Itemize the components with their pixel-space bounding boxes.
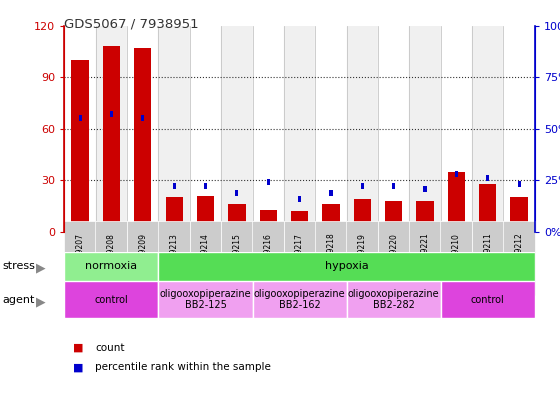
Bar	[235, 190, 239, 196]
Bar	[204, 184, 207, 189]
Text: hypoxia: hypoxia	[325, 261, 368, 271]
Text: GSM1169208: GSM1169208	[107, 233, 116, 284]
Text: GSM1169210: GSM1169210	[452, 233, 461, 284]
Text: GSM1169217: GSM1169217	[295, 233, 304, 284]
Text: GSM1169219: GSM1169219	[358, 233, 367, 284]
Bar	[298, 196, 301, 202]
Bar	[441, 26, 472, 232]
Bar	[315, 26, 347, 232]
Bar	[158, 281, 253, 318]
Bar	[110, 111, 113, 117]
Text: oligooxopiperazine
BB2-282: oligooxopiperazine BB2-282	[348, 289, 440, 310]
Bar	[134, 48, 151, 232]
Bar	[323, 204, 339, 232]
Bar	[448, 172, 465, 232]
Bar	[72, 60, 88, 232]
Bar	[409, 26, 441, 232]
Bar	[78, 116, 82, 121]
Bar	[423, 185, 427, 191]
Bar	[103, 46, 120, 232]
Bar	[96, 26, 127, 232]
Bar	[479, 184, 496, 232]
Bar	[190, 26, 221, 232]
Text: GSM1169215: GSM1169215	[232, 233, 241, 284]
Bar	[378, 26, 409, 232]
Text: GSM1169211: GSM1169211	[483, 233, 492, 283]
Text: ■: ■	[73, 362, 83, 373]
Text: percentile rank within the sample: percentile rank within the sample	[95, 362, 271, 373]
Text: control: control	[95, 295, 128, 305]
Bar	[197, 196, 214, 232]
Text: oligooxopiperazine
BB2-125: oligooxopiperazine BB2-125	[160, 289, 251, 310]
Bar	[517, 182, 521, 187]
Bar	[472, 26, 503, 232]
Text: control: control	[471, 295, 505, 305]
Text: GSM1169218: GSM1169218	[326, 233, 335, 283]
Bar	[172, 184, 176, 189]
Text: GSM1169221: GSM1169221	[421, 233, 430, 283]
Bar	[127, 26, 158, 232]
Bar	[253, 281, 347, 318]
Bar	[291, 211, 308, 232]
Bar	[329, 190, 333, 196]
Text: ▶: ▶	[35, 295, 45, 308]
Bar	[347, 26, 378, 232]
Bar	[158, 26, 190, 232]
Bar	[361, 184, 364, 189]
Text: GSM1169207: GSM1169207	[76, 233, 85, 284]
Bar	[64, 281, 158, 318]
Text: oligooxopiperazine
BB2-162: oligooxopiperazine BB2-162	[254, 289, 346, 310]
Bar	[260, 209, 277, 232]
Bar	[455, 171, 458, 177]
Bar	[354, 199, 371, 232]
Bar	[64, 26, 96, 232]
Bar	[64, 252, 158, 281]
Bar	[158, 252, 535, 281]
Text: GSM1169209: GSM1169209	[138, 233, 147, 284]
Text: GSM1169214: GSM1169214	[201, 233, 210, 284]
Text: GSM1169216: GSM1169216	[264, 233, 273, 284]
Bar	[267, 179, 270, 185]
Text: stress: stress	[3, 261, 36, 271]
Text: agent: agent	[3, 295, 35, 305]
Text: normoxia: normoxia	[85, 261, 138, 271]
Text: ■: ■	[73, 343, 83, 353]
Bar	[417, 201, 433, 232]
Bar	[503, 26, 535, 232]
Bar	[253, 26, 284, 232]
Bar	[284, 26, 315, 232]
Text: GSM1169213: GSM1169213	[170, 233, 179, 284]
Bar	[221, 26, 253, 232]
Bar	[347, 281, 441, 318]
Bar	[141, 116, 144, 121]
Text: count: count	[95, 343, 125, 353]
Bar	[486, 175, 489, 181]
Text: GSM1169220: GSM1169220	[389, 233, 398, 284]
Bar	[441, 281, 535, 318]
Text: ▶: ▶	[35, 261, 45, 274]
Text: GSM1169212: GSM1169212	[515, 233, 524, 283]
Bar	[511, 197, 528, 232]
Bar	[392, 184, 395, 189]
Bar	[385, 201, 402, 232]
Text: GDS5067 / 7938951: GDS5067 / 7938951	[64, 18, 199, 31]
Bar	[228, 204, 245, 232]
Bar	[166, 197, 183, 232]
